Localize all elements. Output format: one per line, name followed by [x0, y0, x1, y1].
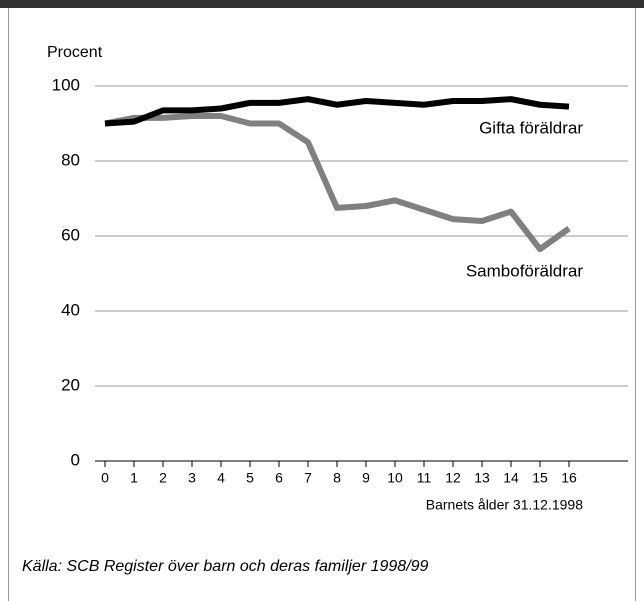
series-label: Gifta föräldrar [479, 118, 583, 137]
x-tick-label: 10 [387, 470, 403, 486]
y-axis-label: Procent [47, 44, 103, 61]
x-tick-label: 4 [217, 470, 225, 486]
x-tick-label: 16 [561, 470, 577, 486]
y-tick-label: 0 [71, 450, 80, 469]
y-tick-label: 20 [61, 375, 80, 394]
x-tick-label: 11 [417, 470, 432, 486]
y-tick-label: 40 [61, 300, 80, 319]
y-tick-label: 60 [61, 225, 80, 244]
header-band [0, 0, 644, 8]
x-tick-label: 0 [101, 470, 109, 486]
y-tick-label: 80 [61, 150, 80, 169]
series-line [104, 113, 571, 253]
series-label: Samboföräldrar [466, 261, 584, 280]
x-tick-label: 3 [188, 470, 196, 486]
x-axis-label: Barnets ålder 31.12.1998 [426, 497, 583, 513]
x-tick-label: 15 [532, 470, 548, 486]
x-tick-label: 13 [474, 470, 490, 486]
y-tick-label: 100 [52, 75, 80, 94]
x-tick-label: 7 [304, 470, 312, 486]
x-tick-label: 12 [445, 470, 461, 486]
x-tick-label: 9 [362, 470, 370, 486]
x-tick-label: 14 [503, 470, 519, 486]
x-tick-label: 8 [333, 470, 341, 486]
series-line [104, 96, 570, 127]
x-tick-label: 5 [246, 470, 254, 486]
x-tick-label: 6 [275, 470, 283, 486]
x-tick-label: 2 [159, 470, 167, 486]
x-tick-label: 1 [130, 470, 138, 486]
source: Källa: SCB Register över barn och deras … [22, 558, 429, 575]
